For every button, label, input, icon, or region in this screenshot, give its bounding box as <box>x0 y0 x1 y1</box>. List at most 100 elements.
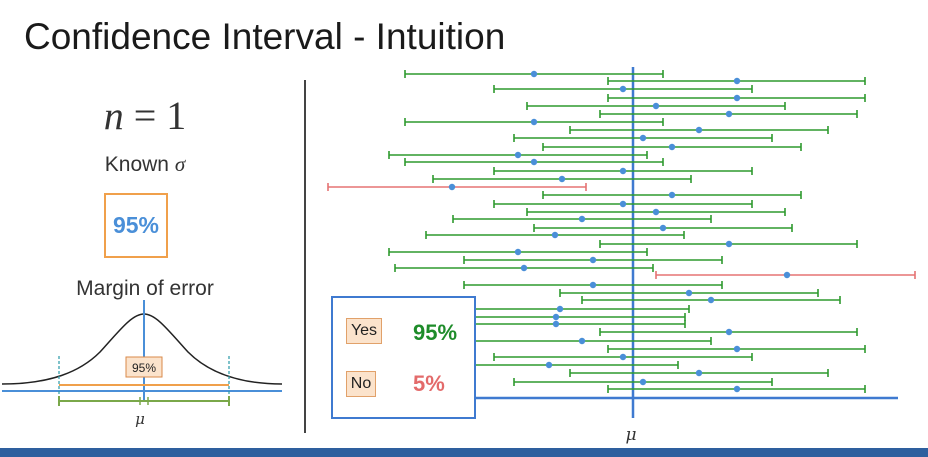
sample-point <box>652 208 660 216</box>
sample-point <box>725 240 733 248</box>
sample-point <box>619 85 627 93</box>
confidence-level-value: 95% <box>112 212 160 238</box>
sample-point <box>551 231 559 239</box>
sample-point <box>733 77 741 85</box>
interval-hit <box>599 110 858 118</box>
interval-hit <box>526 208 786 216</box>
sample-point <box>589 281 597 289</box>
sample-point <box>578 337 586 345</box>
interval-hit <box>569 369 829 377</box>
interval-hit <box>452 337 712 345</box>
interval-hit <box>607 94 866 102</box>
sample-point <box>530 158 538 166</box>
sample-point <box>652 102 660 110</box>
sample-point <box>639 134 647 142</box>
sample-point <box>639 378 647 386</box>
sample-point <box>556 305 564 313</box>
interval-hit <box>607 385 866 393</box>
sigma-symbol: σ <box>174 152 186 176</box>
interval-hit <box>404 158 664 166</box>
interval-hit <box>463 281 723 289</box>
interval-hit <box>533 224 793 232</box>
sample-point <box>733 385 741 393</box>
known-sigma-label: Known σ <box>0 152 290 177</box>
sample-point <box>783 271 791 279</box>
interval-hit <box>493 200 753 208</box>
sample-point <box>668 191 676 199</box>
sample-point <box>545 361 553 369</box>
interval-hit <box>581 296 841 304</box>
sample-point <box>520 264 528 272</box>
n-value: 1 <box>166 93 187 138</box>
vertical-divider <box>304 80 306 433</box>
interval-hit <box>493 353 753 361</box>
sample-point <box>725 110 733 118</box>
interval-hit <box>452 215 712 223</box>
sample-point <box>619 200 627 208</box>
interval-hit <box>493 167 753 175</box>
bell-inner-label-box <box>125 356 163 378</box>
yes-tag: Yes <box>346 318 382 344</box>
legend-box: Yes 95% No 5% <box>331 296 476 419</box>
interval-hit <box>599 328 858 336</box>
sample-point <box>707 296 715 304</box>
bell-mean-label: μ <box>135 410 145 428</box>
interval-hit <box>607 77 866 85</box>
sample-point <box>514 248 522 256</box>
sample-point <box>552 320 560 328</box>
confidence-level-box: 95% <box>104 193 168 258</box>
sample-point <box>733 345 741 353</box>
no-percent: 5% <box>413 371 445 396</box>
sample-point <box>659 224 667 232</box>
sample-point <box>530 118 538 126</box>
sample-point <box>619 353 627 361</box>
no-tag: No <box>346 371 376 397</box>
known-text: Known <box>104 153 169 176</box>
interval-miss <box>655 271 916 279</box>
interval-hit <box>599 240 858 248</box>
interval-hit <box>513 134 773 142</box>
margin-of-error-label: Margin of error <box>76 277 214 300</box>
interval-hit <box>542 143 802 151</box>
bottom-bar <box>0 448 928 457</box>
interval-hit <box>569 126 829 134</box>
bell-inner-label: 95% <box>132 361 156 375</box>
interval-hit <box>542 191 802 199</box>
page-title: Confidence Interval - Intuition <box>24 16 506 57</box>
sample-point <box>514 151 522 159</box>
interval-hit <box>493 85 753 93</box>
interval-hit <box>463 256 723 264</box>
sample-point <box>558 175 566 183</box>
interval-hit <box>559 289 819 297</box>
sample-size-label: n = 1 <box>0 92 290 139</box>
n-symbol: n <box>103 93 124 138</box>
sample-point <box>668 143 676 151</box>
sample-point <box>695 369 703 377</box>
interval-hit <box>388 248 648 256</box>
sample-point <box>619 167 627 175</box>
interval-hit <box>394 264 654 272</box>
interval-hit <box>432 175 692 183</box>
sample-point <box>695 126 703 134</box>
sample-point <box>733 94 741 102</box>
sample-point <box>589 256 597 264</box>
interval-hit <box>607 345 866 353</box>
interval-miss <box>327 183 587 191</box>
sample-point <box>578 215 586 223</box>
sample-point <box>685 289 693 297</box>
interval-hit <box>526 102 786 110</box>
interval-hit <box>425 231 685 239</box>
bell-curve-diagram: 95% μ <box>1 300 283 428</box>
interval-hit <box>404 118 664 126</box>
interval-hit <box>404 70 664 78</box>
sample-point <box>530 70 538 78</box>
interval-hit <box>513 378 773 386</box>
sample-point <box>552 313 560 321</box>
main-mean-label: μ <box>625 425 636 445</box>
yes-percent: 95% <box>413 320 458 345</box>
sample-point <box>448 183 456 191</box>
interval-hit <box>388 151 648 159</box>
equals-sign: = <box>133 93 157 138</box>
sample-point <box>725 328 733 336</box>
